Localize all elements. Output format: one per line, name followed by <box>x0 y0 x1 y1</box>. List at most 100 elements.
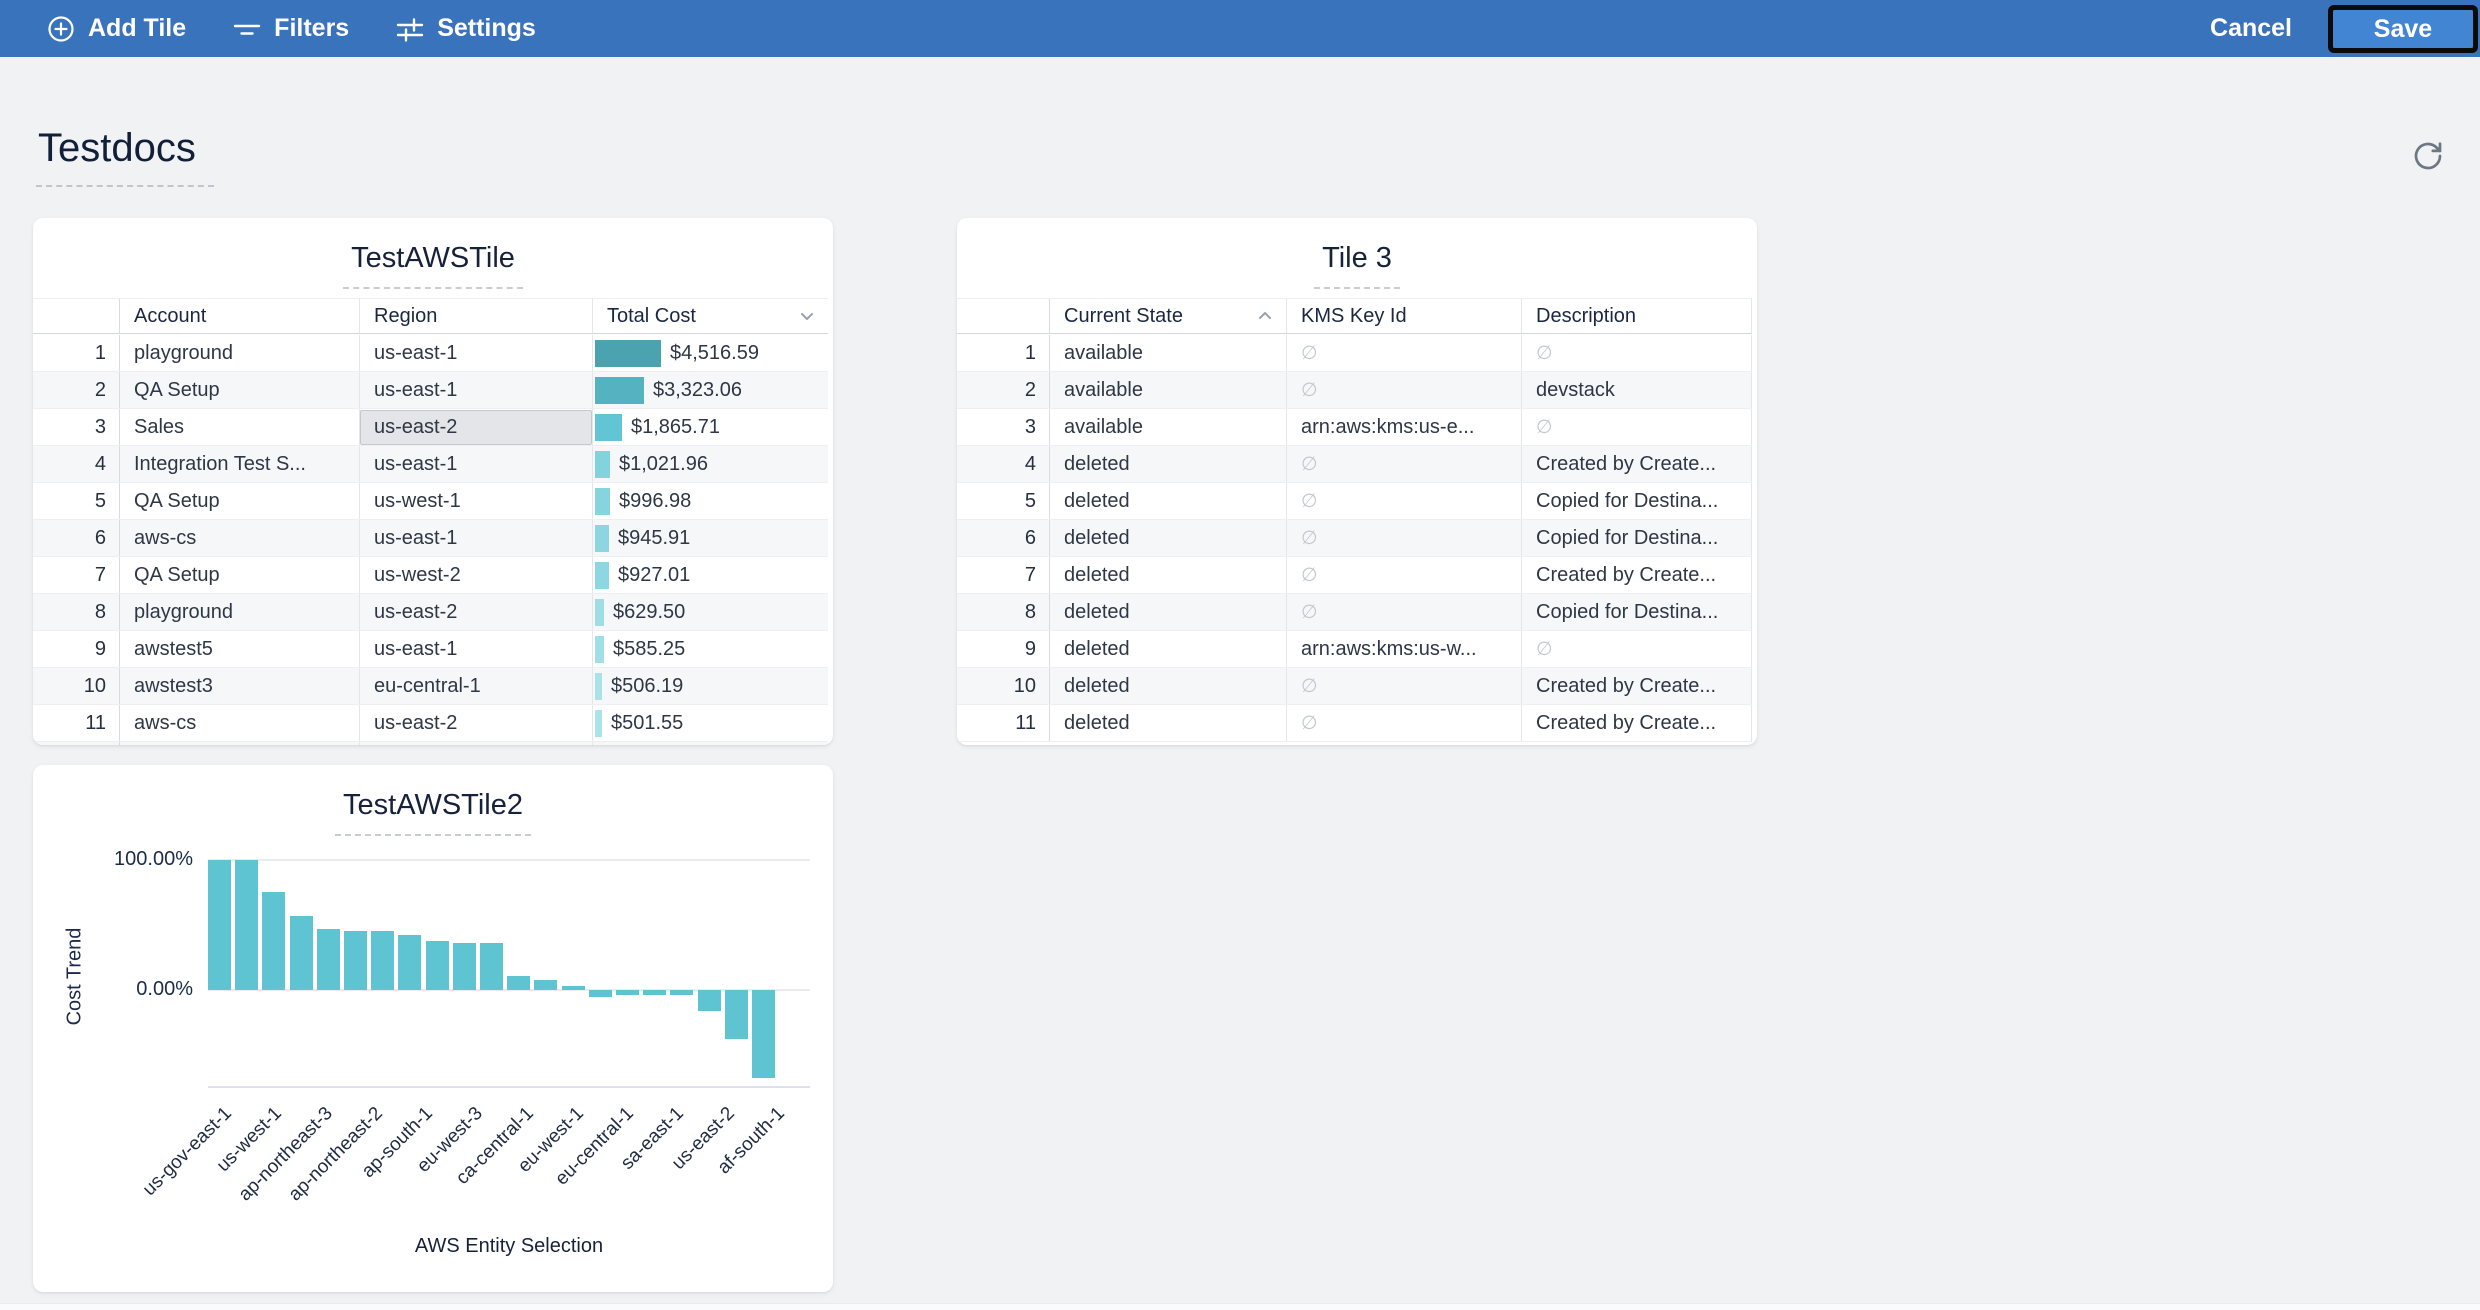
selected-cell[interactable]: us-east-2 <box>360 409 593 445</box>
cell-description[interactable]: Created by Create... <box>1522 705 1752 741</box>
cell-total-cost[interactable]: $506.19 <box>593 668 828 704</box>
row-number: 8 <box>957 594 1050 630</box>
cell-region[interactable]: us-east-1 <box>360 372 593 408</box>
cell-region <box>360 742 593 745</box>
cell-account[interactable]: awstest5 <box>120 631 360 667</box>
cell-account[interactable]: QA Setup <box>120 483 360 519</box>
cell-current-state[interactable]: available <box>1050 372 1287 408</box>
cell-kms-key-id[interactable]: ∅ <box>1287 668 1522 704</box>
cell-region[interactable]: us-east-1 <box>360 335 593 371</box>
column-header-description[interactable]: Description <box>1522 299 1752 333</box>
cell-total-cost[interactable]: $1,865.71 <box>593 409 828 445</box>
cell-current-state[interactable]: deleted <box>1050 557 1287 593</box>
cell-kms-key-id[interactable]: ∅ <box>1287 520 1522 556</box>
cell-region[interactable]: us-west-2 <box>360 557 593 593</box>
row-number: 7 <box>957 557 1050 593</box>
cell-kms-key-id[interactable]: ∅ <box>1287 483 1522 519</box>
cell-kms-key-id[interactable]: arn:aws:kms:us-e... <box>1287 409 1522 445</box>
column-header-region[interactable]: Region <box>360 299 593 333</box>
cell-account[interactable]: aws-cs <box>120 705 360 741</box>
cell-current-state[interactable]: deleted <box>1050 446 1287 482</box>
cell-current-state[interactable]: deleted <box>1050 483 1287 519</box>
cell-total-cost[interactable]: $4,516.59 <box>593 335 828 371</box>
cell-account[interactable]: awstest3 <box>120 668 360 704</box>
cell-description[interactable]: ∅ <box>1522 631 1752 667</box>
cell-account[interactable]: Sales <box>120 409 360 445</box>
cell-current-state[interactable]: available <box>1050 409 1287 445</box>
cell-account[interactable]: playground <box>120 335 360 371</box>
plus-circle-icon <box>46 14 76 44</box>
cell-total-cost[interactable]: $501.55 <box>593 705 828 741</box>
cell-account[interactable]: Integration Test S... <box>120 446 360 482</box>
refresh-button[interactable] <box>2410 138 2446 174</box>
cell-kms-key-id[interactable]: ∅ <box>1287 446 1522 482</box>
chart-bar <box>561 986 585 990</box>
cell-region[interactable]: us-east-1 <box>360 520 593 556</box>
cell-kms-key-id[interactable]: ∅ <box>1287 335 1522 371</box>
cell-current-state[interactable]: deleted <box>1050 520 1287 556</box>
cell-total-cost[interactable]: $927.01 <box>593 557 828 593</box>
chart-bar <box>452 943 476 990</box>
table-row: 8 deleted ∅ Copied for Destina... <box>957 594 1752 631</box>
cell-total-cost[interactable]: $996.98 <box>593 483 828 519</box>
add-tile-button[interactable]: Add Tile <box>46 14 186 44</box>
cell-description[interactable]: Copied for Destina... <box>1522 520 1752 556</box>
cell-description[interactable]: ∅ <box>1522 409 1752 445</box>
cell-account[interactable]: aws-cs <box>120 520 360 556</box>
cell-description[interactable]: Created by Create... <box>1522 668 1752 704</box>
cell-region[interactable]: us-east-2 <box>360 705 593 741</box>
chart-title[interactable]: TestAWSTile2 <box>335 789 531 836</box>
cell-region[interactable]: us-west-1 <box>360 483 593 519</box>
column-header-account[interactable]: Account <box>120 299 360 333</box>
cost-data-bar <box>595 561 609 589</box>
cell-total-cost[interactable]: $585.25 <box>593 631 828 667</box>
cell-description[interactable]: Created by Create... <box>1522 446 1752 482</box>
cell-region[interactable]: us-east-1 <box>360 631 593 667</box>
cell-account[interactable]: QA Setup <box>120 372 360 408</box>
cost-value: $1,021.96 <box>619 452 708 475</box>
chart-bar <box>344 931 367 990</box>
cell-description[interactable]: Copied for Destina... <box>1522 594 1752 630</box>
cell-kms-key-id[interactable]: ∅ <box>1287 594 1522 630</box>
table-body: 1 playground us-east-1 $4,516.59 2 QA Setup us… <box>33 335 828 745</box>
cell-region[interactable]: us-east-2 <box>360 594 593 630</box>
cell-description[interactable]: ∅ <box>1522 335 1752 371</box>
filter-icon <box>232 14 262 44</box>
column-header-kms-key-id[interactable]: KMS Key Id <box>1287 299 1522 333</box>
column-header-total-cost[interactable]: Total Cost <box>593 299 828 333</box>
chart-bar <box>398 935 422 990</box>
cell-current-state[interactable]: available <box>1050 335 1287 371</box>
cell-account[interactable]: QA Setup <box>120 557 360 593</box>
cell-region[interactable]: us-east-1 <box>360 446 593 482</box>
cell-current-state[interactable]: deleted <box>1050 705 1287 741</box>
tile-title[interactable]: Tile 3 <box>1314 242 1400 289</box>
cell-kms-key-id[interactable]: ∅ <box>1287 705 1522 741</box>
cell-region[interactable]: eu-central-1 <box>360 668 593 704</box>
tile-title[interactable]: TestAWSTile <box>343 242 523 289</box>
cell-description[interactable]: devstack <box>1522 372 1752 408</box>
cell-total-cost[interactable]: $629.50 <box>593 594 828 630</box>
page-title[interactable]: Testdocs <box>36 126 214 187</box>
column-header-current-state[interactable]: Current State <box>1050 299 1287 333</box>
cell-kms-key-id[interactable]: arn:aws:kms:us-w... <box>1287 631 1522 667</box>
cell-total-cost[interactable]: $945.91 <box>593 520 828 556</box>
cell-current-state[interactable]: deleted <box>1050 668 1287 704</box>
settings-button[interactable]: Settings <box>395 14 536 44</box>
table-row: 3 available arn:aws:kms:us-e... ∅ <box>957 409 1752 446</box>
null-value-symbol: ∅ <box>1301 379 1318 401</box>
cell-kms-key-id[interactable]: ∅ <box>1287 372 1522 408</box>
cell-account[interactable]: playground <box>120 594 360 630</box>
cell-total-cost[interactable]: $1,021.96 <box>593 446 828 482</box>
cell-total-cost[interactable]: $3,323.06 <box>593 372 828 408</box>
cell-description[interactable]: Created by Create... <box>1522 557 1752 593</box>
cancel-button[interactable]: Cancel <box>2210 14 2292 42</box>
cell-current-state[interactable]: deleted <box>1050 594 1287 630</box>
table-row: 5 deleted ∅ Copied for Destina... <box>957 483 1752 520</box>
save-button[interactable]: Save <box>2333 9 2473 48</box>
cell-kms-key-id[interactable]: ∅ <box>1287 557 1522 593</box>
cell-description[interactable]: Copied for Destina... <box>1522 483 1752 519</box>
save-button-focus-ring: Save <box>2328 4 2478 53</box>
cell-current-state[interactable]: deleted <box>1050 631 1287 667</box>
chart-bar <box>616 990 639 995</box>
filters-button[interactable]: Filters <box>232 14 349 44</box>
